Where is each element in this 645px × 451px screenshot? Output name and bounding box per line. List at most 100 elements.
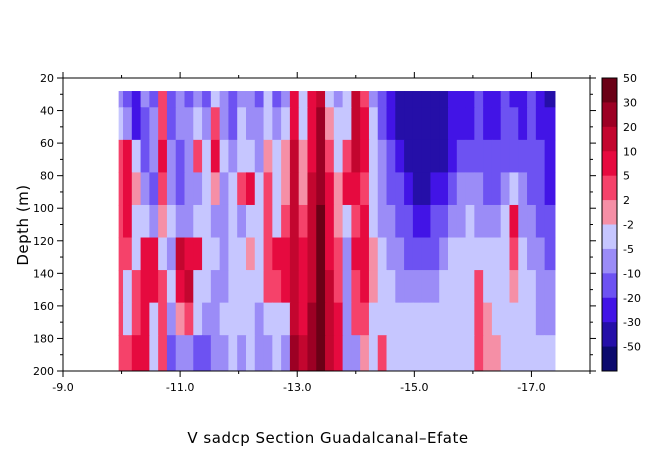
colorbar-label: -30 (623, 316, 641, 329)
contour-cell (289, 91, 300, 108)
contour-cell (245, 237, 256, 271)
contour-cell (535, 91, 546, 108)
contour-cell (123, 204, 133, 239)
contour-cell (491, 107, 502, 141)
contour-cell (131, 172, 142, 206)
contour-cell (500, 204, 511, 239)
contour-cell (175, 237, 186, 271)
colorbar-label: -20 (623, 292, 641, 305)
contour-cell (360, 91, 370, 108)
contour-cell (351, 302, 361, 336)
contour-cell (404, 172, 414, 206)
colorbar-label: -5 (623, 243, 634, 256)
contour-cell (483, 204, 493, 239)
contour-cell (237, 237, 247, 271)
contour-cell (351, 237, 361, 271)
contour-cell (474, 270, 484, 304)
contour-cell (245, 270, 256, 304)
contour-cell (166, 302, 177, 336)
contour-cell (263, 107, 273, 141)
contour-cell (500, 91, 511, 108)
contour-cell (377, 270, 388, 304)
contour-cell (272, 139, 282, 174)
contour-cell (237, 91, 247, 108)
contour-cell (474, 91, 484, 108)
contour-cell (175, 204, 186, 239)
contour-cell (491, 270, 502, 304)
contour-cell (184, 91, 194, 108)
chart-title: V sadcp Section Guadalcanal–Efate (187, 429, 468, 447)
contour-cell (465, 91, 475, 108)
contour-cell (465, 302, 475, 336)
contour-cell (412, 139, 423, 174)
contour-cell (474, 139, 484, 174)
contour-cell (474, 204, 484, 239)
contour-cell (333, 91, 344, 108)
contour-cell (448, 107, 458, 141)
contour-cell (386, 107, 396, 141)
contour-cell (118, 270, 124, 304)
contour-cell (140, 302, 150, 336)
contour-cell (351, 139, 361, 174)
contour-cell (254, 91, 265, 108)
contour-cell (342, 204, 352, 239)
contour-cell (360, 237, 370, 271)
contour-cell (254, 237, 265, 271)
contour-cell (421, 302, 432, 336)
contour-cell (316, 270, 326, 304)
contour-cell (281, 204, 291, 239)
contour-cell (307, 172, 317, 206)
contour-cell (368, 172, 379, 206)
contour-cell (131, 204, 142, 239)
contour-cell (360, 302, 370, 336)
contour-cell (351, 270, 361, 304)
contour-cell (123, 172, 133, 206)
contour-cell (175, 91, 186, 108)
contour-cell (263, 237, 273, 271)
contour-cell (395, 107, 405, 141)
contour-cell (386, 91, 396, 108)
contour-cell (254, 107, 265, 141)
colorbar-swatch (602, 346, 617, 372)
contour-cell (483, 270, 493, 304)
contour-cell (281, 107, 291, 141)
contour-cell (263, 270, 273, 304)
contour-cell (377, 107, 388, 141)
contour-cell (158, 335, 168, 371)
contour-cell (118, 139, 124, 174)
colorbar-label: 5 (623, 170, 630, 183)
contour-cell (228, 139, 238, 174)
contour-cell (166, 204, 177, 239)
contour-cell (395, 172, 405, 206)
contour-cell (527, 204, 537, 239)
contour-cell (412, 204, 423, 239)
contour-cell (123, 302, 133, 336)
contour-cell (386, 302, 396, 336)
contour-cell (500, 237, 511, 271)
contour-cell (474, 237, 484, 271)
contour-cell (395, 270, 405, 304)
contour-cell (281, 302, 291, 336)
y-tick-label: 160 (33, 300, 54, 313)
contour-cell (123, 335, 133, 371)
contour-cell (158, 270, 168, 304)
colorbar-label: 30 (623, 96, 637, 109)
contour-cell (316, 204, 326, 239)
contour-cell (263, 335, 273, 371)
contour-cell (263, 302, 273, 336)
contour-cell (421, 335, 432, 371)
contour-cell (474, 302, 484, 336)
contour-cell (166, 139, 177, 174)
contour-cell (333, 107, 344, 141)
colorbar-swatch (602, 126, 617, 152)
contour-cell (140, 237, 150, 271)
contour-cell (430, 139, 440, 174)
contour-cell (439, 335, 449, 371)
contour-cell (166, 237, 177, 271)
contour-cell (325, 270, 335, 304)
contour-cell (509, 237, 519, 271)
contour-cell (210, 91, 221, 108)
contour-cell (491, 172, 502, 206)
contour-cell (254, 270, 265, 304)
contour-cell (298, 302, 309, 336)
